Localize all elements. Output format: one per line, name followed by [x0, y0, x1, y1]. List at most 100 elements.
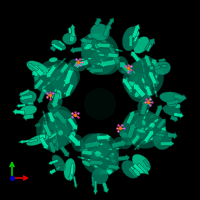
- Ellipse shape: [127, 120, 130, 123]
- Ellipse shape: [109, 47, 113, 49]
- Polygon shape: [90, 159, 104, 166]
- Ellipse shape: [92, 168, 108, 184]
- Ellipse shape: [49, 57, 58, 62]
- Ellipse shape: [55, 133, 57, 138]
- Ellipse shape: [96, 143, 101, 145]
- Ellipse shape: [43, 121, 45, 126]
- Ellipse shape: [136, 118, 139, 122]
- Ellipse shape: [138, 130, 142, 135]
- Ellipse shape: [154, 61, 171, 75]
- Ellipse shape: [137, 96, 153, 112]
- Ellipse shape: [163, 105, 181, 116]
- Ellipse shape: [92, 49, 97, 51]
- Polygon shape: [155, 105, 163, 117]
- Ellipse shape: [71, 134, 84, 152]
- Ellipse shape: [126, 71, 132, 75]
- Polygon shape: [58, 41, 65, 47]
- Ellipse shape: [130, 126, 134, 130]
- Ellipse shape: [27, 61, 49, 75]
- Ellipse shape: [51, 40, 66, 50]
- Polygon shape: [118, 154, 130, 161]
- Polygon shape: [144, 55, 152, 67]
- Ellipse shape: [129, 140, 133, 145]
- Ellipse shape: [81, 133, 119, 175]
- Ellipse shape: [46, 82, 50, 85]
- Ellipse shape: [160, 92, 184, 104]
- Ellipse shape: [56, 139, 58, 144]
- Ellipse shape: [143, 116, 146, 119]
- Polygon shape: [94, 18, 102, 26]
- Polygon shape: [43, 123, 52, 137]
- Ellipse shape: [120, 116, 148, 143]
- Polygon shape: [80, 37, 92, 44]
- Ellipse shape: [122, 27, 139, 51]
- Ellipse shape: [134, 113, 166, 141]
- Ellipse shape: [142, 64, 144, 69]
- Ellipse shape: [145, 113, 147, 116]
- Polygon shape: [145, 85, 152, 96]
- Polygon shape: [82, 150, 93, 156]
- Polygon shape: [50, 46, 56, 52]
- Ellipse shape: [155, 79, 157, 84]
- Ellipse shape: [92, 64, 95, 70]
- Ellipse shape: [146, 109, 149, 113]
- Ellipse shape: [98, 53, 104, 56]
- Ellipse shape: [94, 165, 99, 168]
- Ellipse shape: [153, 83, 155, 87]
- Polygon shape: [108, 164, 120, 171]
- Ellipse shape: [154, 119, 158, 123]
- Polygon shape: [148, 71, 157, 85]
- Ellipse shape: [128, 83, 130, 87]
- Ellipse shape: [82, 149, 88, 152]
- Ellipse shape: [93, 142, 98, 145]
- Ellipse shape: [65, 123, 68, 128]
- Ellipse shape: [103, 138, 107, 140]
- Ellipse shape: [155, 82, 157, 87]
- Ellipse shape: [42, 89, 47, 93]
- Polygon shape: [111, 139, 126, 148]
- Ellipse shape: [56, 142, 59, 147]
- Ellipse shape: [89, 151, 95, 153]
- Polygon shape: [28, 63, 39, 71]
- Ellipse shape: [66, 126, 69, 131]
- Ellipse shape: [26, 134, 49, 146]
- Polygon shape: [127, 123, 137, 139]
- Ellipse shape: [99, 70, 103, 72]
- Ellipse shape: [99, 63, 104, 65]
- Ellipse shape: [52, 139, 57, 144]
- Ellipse shape: [110, 154, 115, 164]
- Ellipse shape: [44, 84, 48, 87]
- Ellipse shape: [34, 67, 66, 95]
- Ellipse shape: [43, 124, 45, 129]
- Polygon shape: [144, 130, 154, 143]
- Ellipse shape: [105, 149, 109, 151]
- Ellipse shape: [143, 73, 146, 78]
- Polygon shape: [70, 47, 82, 54]
- Polygon shape: [20, 95, 33, 101]
- Ellipse shape: [133, 37, 149, 53]
- Ellipse shape: [109, 44, 114, 47]
- Ellipse shape: [120, 129, 125, 134]
- Ellipse shape: [36, 59, 77, 99]
- Ellipse shape: [96, 69, 100, 71]
- Ellipse shape: [145, 87, 148, 93]
- Ellipse shape: [51, 78, 55, 81]
- Polygon shape: [107, 52, 118, 58]
- Ellipse shape: [51, 112, 54, 118]
- Ellipse shape: [147, 93, 151, 99]
- Ellipse shape: [101, 40, 106, 43]
- Ellipse shape: [62, 33, 77, 45]
- Polygon shape: [69, 32, 76, 42]
- Ellipse shape: [142, 78, 145, 84]
- Polygon shape: [128, 35, 134, 46]
- Polygon shape: [133, 84, 146, 98]
- Ellipse shape: [65, 66, 69, 70]
- Ellipse shape: [36, 109, 77, 149]
- Ellipse shape: [43, 130, 45, 135]
- Ellipse shape: [48, 106, 74, 136]
- Ellipse shape: [142, 119, 144, 123]
- Ellipse shape: [97, 134, 101, 141]
- Polygon shape: [99, 60, 115, 68]
- Polygon shape: [133, 36, 138, 42]
- Ellipse shape: [104, 41, 109, 44]
